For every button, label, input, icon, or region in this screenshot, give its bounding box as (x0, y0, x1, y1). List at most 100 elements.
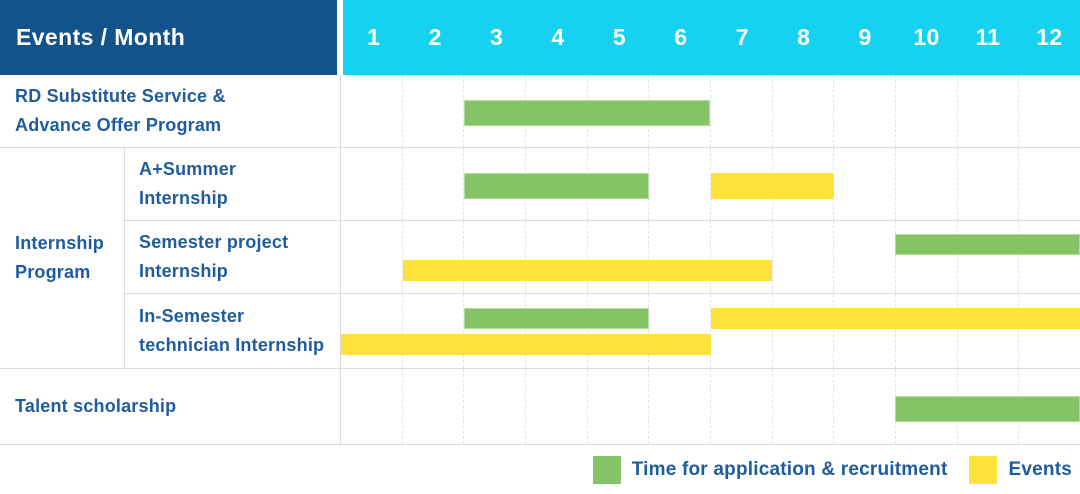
month-gridline-cell (525, 369, 587, 444)
month-gridline-cell (586, 294, 649, 368)
gantt-bar-application (464, 173, 649, 200)
month-gridline-cell (463, 221, 525, 293)
month-gridline-cell (648, 148, 710, 220)
gantt-bar-application (464, 308, 649, 329)
row-timeline (341, 369, 1080, 444)
row-label: A+Summer Internship (125, 148, 341, 220)
gantt-table-body: RD Substitute Service & Advance Offer Pr… (0, 75, 1080, 445)
month-label-11: 11 (975, 24, 1001, 50)
month-gridline-cell (401, 369, 464, 444)
month-gridline-cell (648, 294, 710, 368)
month-label-7: 7 (735, 24, 749, 50)
month-gridline-cell (771, 369, 834, 444)
row-timeline (341, 294, 1080, 368)
row-timeline (341, 75, 1080, 147)
month-label-4: 4 (551, 24, 565, 50)
row-semester-project-internship: Semester project Internship (125, 221, 1080, 294)
month-gridline-cell (1018, 294, 1080, 368)
month-gridline-cell (525, 294, 587, 368)
gantt-bar-event (710, 308, 1080, 329)
month-gridline-cell (833, 148, 895, 220)
month-gridline-cell (710, 221, 772, 293)
month-gridline-cell (525, 221, 587, 293)
month-gridline-cell (463, 294, 525, 368)
month-gridline-cell (710, 369, 772, 444)
yellow-swatch-icon (969, 456, 998, 484)
month-gridline-cell (586, 221, 649, 293)
group-label: Internship Program (0, 148, 125, 368)
green-swatch-icon (592, 456, 621, 484)
row-timeline (341, 148, 1080, 220)
month-gridline-cell (341, 369, 402, 444)
month-gridline-cell (648, 221, 710, 293)
internship-program-group: Internship Program A+Summer Internship S… (0, 148, 1080, 369)
gantt-bar-event (402, 260, 773, 281)
gantt-bar-application (464, 100, 711, 127)
month-gridline-cell (341, 221, 402, 293)
month-gridline-cell (1018, 75, 1080, 147)
row-rd-substitute-service: RD Substitute Service & Advance Offer Pr… (0, 75, 1080, 148)
month-gridline-cell (956, 75, 1019, 147)
row-label: RD Substitute Service & Advance Offer Pr… (0, 75, 341, 147)
events-month-header-cell: Events / Month (0, 0, 337, 75)
row-label: In-Semester technician Internship (125, 294, 341, 368)
month-gridline-cell (648, 369, 710, 444)
row-talent-scholarship: Talent scholarship (0, 369, 1080, 445)
month-gridline-cell (833, 221, 895, 293)
month-gridline-cell (401, 221, 464, 293)
month-gridline-cell (956, 148, 1019, 220)
month-label-10: 10 (913, 24, 940, 50)
month-gridline-cell (463, 369, 525, 444)
month-gridline-cell (833, 369, 895, 444)
month-gridline-cell (771, 75, 834, 147)
month-gridline-cell (401, 75, 464, 147)
month-label-3: 3 (490, 24, 504, 50)
month-gridline-cell (401, 294, 464, 368)
month-gridline-cell (341, 75, 402, 147)
month-label-1: 1 (367, 24, 381, 50)
month-gridline-cell (1018, 221, 1080, 293)
gantt-bar-application (895, 234, 1080, 255)
row-timeline (341, 221, 1080, 293)
month-gridline-cell (341, 148, 402, 220)
legend-label: Time for application & recruitment (631, 459, 948, 480)
gantt-bar-event (710, 173, 834, 200)
row-a-plus-summer-internship: A+Summer Internship (125, 148, 1080, 221)
month-label-2: 2 (428, 24, 442, 50)
month-gridline-cell (710, 294, 772, 368)
legend-label: Events (1008, 459, 1072, 480)
month-gridline-cell (586, 369, 649, 444)
row-in-semester-technician-internship: In-Semester technician Internship (125, 294, 1080, 368)
table-header-row: Events / Month 1 2 3 4 5 6 7 8 9 10 11 12 (0, 0, 1080, 75)
row-label: Talent scholarship (0, 369, 341, 444)
month-header-strip: 1 2 3 4 5 6 7 8 9 10 11 12 (343, 0, 1080, 75)
month-gridline-cell (956, 294, 1019, 368)
legend: Time for application & recruitment Event… (0, 445, 1080, 494)
page-title: Events / Month (16, 24, 186, 50)
month-label-5: 5 (612, 24, 626, 50)
month-label-8: 8 (797, 24, 811, 50)
month-gridline-cell (463, 148, 525, 220)
internship-program-subrows: A+Summer Internship Semester project Int… (125, 148, 1080, 368)
month-gridline-cell (341, 294, 402, 368)
gantt-bar-event (341, 334, 711, 355)
month-gridline-cell (463, 75, 525, 147)
month-gridline-cell (1018, 148, 1080, 220)
month-gridline-cell (771, 221, 834, 293)
gantt-bar-application (895, 395, 1080, 422)
month-label-6: 6 (674, 24, 688, 50)
month-gridline-cell (895, 294, 957, 368)
row-label: Semester project Internship (125, 221, 341, 293)
month-gridline-cell (895, 148, 957, 220)
month-gridline-cell (895, 221, 957, 293)
month-label-12: 12 (1036, 24, 1063, 50)
month-gridline-cell (771, 294, 834, 368)
month-gridline-cell (401, 148, 464, 220)
month-gridline-cell (833, 75, 895, 147)
month-label-9: 9 (858, 24, 872, 50)
legend-item-events: Events (969, 456, 1072, 484)
legend-item-application: Time for application & recruitment (592, 456, 948, 484)
month-gridline-cell (833, 294, 895, 368)
header-divider-gap (337, 0, 343, 75)
